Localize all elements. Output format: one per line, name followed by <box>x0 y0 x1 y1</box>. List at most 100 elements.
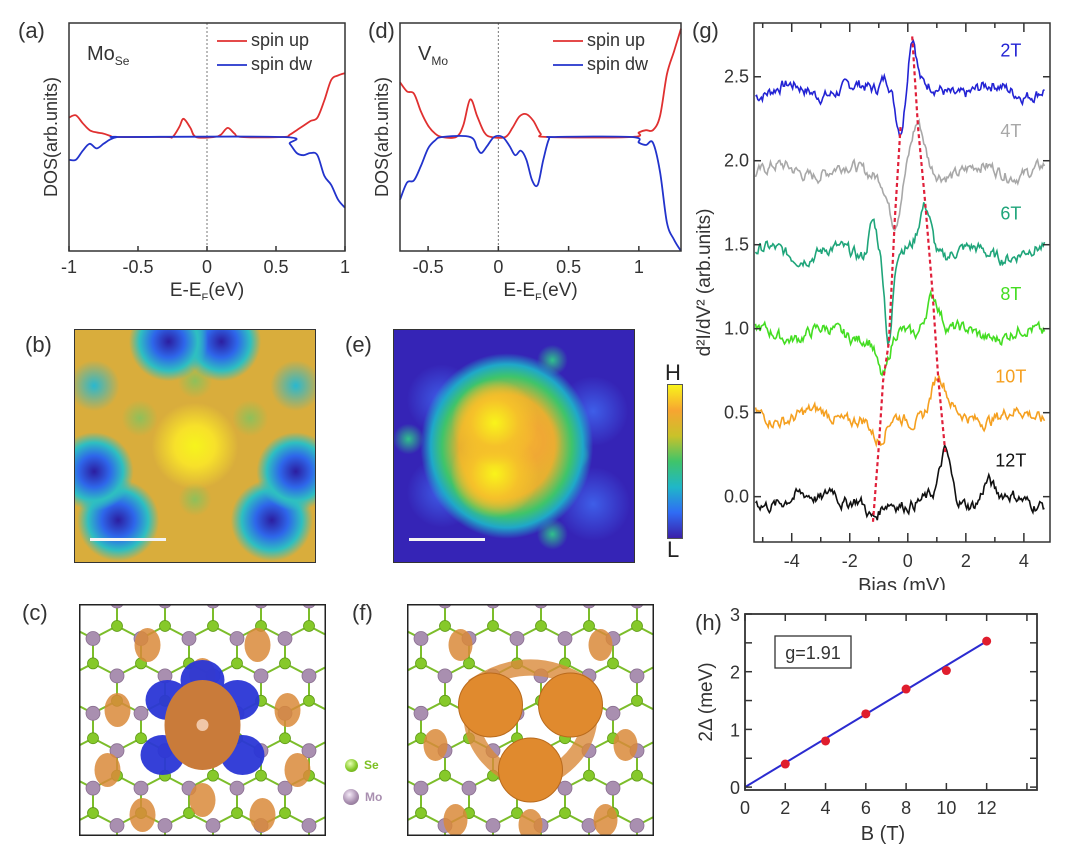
peak-guide-line <box>871 127 902 522</box>
panel-label-e: (e) <box>345 332 372 357</box>
se-atom <box>87 657 99 670</box>
x-tick-label: -4 <box>784 551 800 571</box>
x-tick-label: -0.5 <box>413 257 444 277</box>
se-atom <box>231 807 243 819</box>
spin-density-lobe <box>129 798 156 832</box>
x-axis-label-sub: F <box>535 292 542 300</box>
mo-atom <box>413 780 429 796</box>
spectrum-6T <box>754 202 1046 347</box>
x-tick-label: 0 <box>903 551 913 571</box>
se-atom <box>487 620 499 632</box>
y-axis-label: DOS(arb.units) <box>372 77 392 197</box>
y-tick-label: 0.0 <box>724 487 749 507</box>
y-axis-label: DOS(arb.units) <box>41 77 61 197</box>
y-tick-label: 0.5 <box>724 403 749 423</box>
spin-density-lobe <box>593 804 618 836</box>
ldos-map-vmo <box>393 329 635 563</box>
spin-density-lobe <box>94 753 121 787</box>
se-atom <box>559 807 571 819</box>
se-atom <box>231 657 243 670</box>
mo-atom <box>85 705 101 721</box>
spectrum-8T <box>754 289 1046 377</box>
y-tick-label: 3 <box>730 605 740 625</box>
se-atom-icon <box>345 758 358 772</box>
mo-atom <box>629 818 645 833</box>
plot-frame <box>744 613 1038 791</box>
se-atom <box>279 732 291 745</box>
x-tick-label: -1 <box>61 257 77 277</box>
g-factor-box <box>774 635 852 669</box>
se-atom <box>463 657 475 670</box>
data-point <box>982 636 992 646</box>
spin-density-structure-vmo <box>407 604 654 836</box>
spin-density-lobe <box>448 629 473 661</box>
y-tick-label: 1 <box>730 720 740 740</box>
field-label-2T: 2T <box>1000 41 1021 61</box>
y-tick-label: 1.0 <box>724 319 749 339</box>
se-atom <box>439 769 451 782</box>
mo-atom <box>109 818 125 833</box>
x-tick-label: 4 <box>821 798 831 818</box>
se-atom <box>583 620 595 632</box>
y-axis-label: d²I/dV² (arb.units) <box>694 209 715 357</box>
spin-density-lobe <box>249 798 276 832</box>
mo-atom <box>413 705 429 721</box>
series-spin-up <box>399 28 682 139</box>
x-tick-label: 1 <box>340 257 350 277</box>
y-tick-label: 0 <box>730 778 740 798</box>
spin-density-ring <box>463 659 598 794</box>
x-tick-label: 2 <box>961 551 971 571</box>
se-atom <box>511 807 523 819</box>
defect-name: Mo <box>87 43 115 65</box>
spectrum-4T <box>754 117 1046 232</box>
y-tick-label: 1.5 <box>724 235 749 255</box>
x-tick-label: 4 <box>1019 551 1029 571</box>
se-atom <box>279 807 291 819</box>
panel-label-d: (d) <box>368 18 395 43</box>
central-atom-highlight <box>196 719 209 731</box>
x-axis-label: B (T) <box>861 823 905 845</box>
mo-atom-label: Mo <box>365 790 383 804</box>
spin-density-sphere <box>458 672 523 738</box>
peak-guide-line <box>911 36 947 455</box>
mo-atom <box>557 780 573 796</box>
spin-density-lobe <box>134 628 161 662</box>
se-atom <box>87 732 99 745</box>
x-axis-label-main: E-E <box>503 280 535 300</box>
x-axis-label: E-EF(eV) <box>503 280 577 300</box>
se-atom <box>111 620 123 632</box>
mo-atom-icon <box>343 789 359 805</box>
spin-density-lobe <box>244 628 271 662</box>
se-atom <box>303 620 315 632</box>
se-atom-label: Se <box>364 758 379 772</box>
mo-atom <box>605 705 621 721</box>
mo-atom <box>277 780 293 796</box>
legend-label-spin-dw: spin dw <box>251 54 313 74</box>
x-tick-label: 10 <box>936 798 956 818</box>
mo-atom <box>157 818 173 833</box>
x-tick-label: -0.5 <box>122 257 153 277</box>
spin-density-lobe <box>423 729 448 761</box>
panel-label-f: (f) <box>352 600 373 625</box>
dos-chart-vmo: -0.5 0 0.5 1 E-EF(eV) DOS(arb.units) VMo spin u… <box>372 22 682 300</box>
panel-label-g: (g) <box>692 18 719 43</box>
se-atom <box>415 657 427 670</box>
se-atom <box>135 732 147 745</box>
mo-atom <box>277 631 293 646</box>
defect-name: V <box>418 43 432 65</box>
se-atom <box>607 657 619 670</box>
mo-atom <box>557 631 573 646</box>
colorbar <box>667 384 683 539</box>
x-axis-label-unit: (eV) <box>542 280 578 300</box>
se-atom <box>631 769 643 782</box>
mo-atom <box>205 818 221 833</box>
x-tick-label: 0 <box>740 798 750 818</box>
mo-atom <box>605 780 621 796</box>
spin-density-sphere <box>538 672 603 738</box>
spin-density-lobe <box>588 629 613 661</box>
y-tick-label: 2.5 <box>724 67 749 87</box>
field-label-8T: 8T <box>1000 284 1021 304</box>
se-atom <box>159 620 171 632</box>
x-axis-label-sub: F <box>202 292 209 300</box>
panel-label-b: (b) <box>25 332 52 357</box>
